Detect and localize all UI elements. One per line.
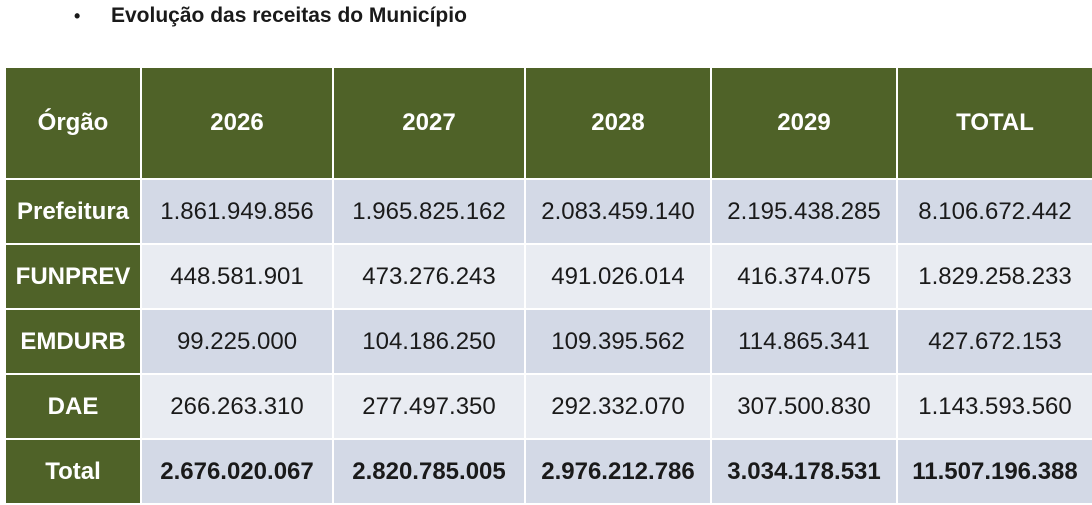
row-label: EMDURB: [4, 308, 142, 375]
row-label: FUNPREV: [4, 243, 142, 310]
table-cell-total: 2.676.020.067: [140, 438, 334, 505]
table-cell: 266.263.310: [140, 373, 334, 440]
table-cell: 1.965.825.162: [332, 178, 526, 245]
bullet-icon: •: [74, 5, 81, 26]
table-cell: 307.500.830: [710, 373, 898, 440]
column-header-2027: 2027: [332, 66, 526, 180]
table-cell: 277.497.350: [332, 373, 526, 440]
row-label: DAE: [4, 373, 142, 440]
table-row: EMDURB 99.225.000 104.186.250 109.395.56…: [4, 308, 1092, 375]
column-header-2029: 2029: [710, 66, 898, 180]
table-total-row: Total 2.676.020.067 2.820.785.005 2.976.…: [4, 438, 1092, 505]
table-cell: 2.195.438.285: [710, 178, 898, 245]
table-cell: 109.395.562: [524, 308, 712, 375]
table-cell: 2.083.459.140: [524, 178, 712, 245]
column-header-total: TOTAL: [896, 66, 1092, 180]
table-row: DAE 266.263.310 277.497.350 292.332.070 …: [4, 373, 1092, 440]
table-cell: 427.672.153: [896, 308, 1092, 375]
table-cell: 1.829.258.233: [896, 243, 1092, 310]
page-title-text: Evolução das receitas do Município: [111, 4, 467, 27]
column-header-2028: 2028: [524, 66, 712, 180]
table-cell: 8.106.672.442: [896, 178, 1092, 245]
table-cell: 416.374.075: [710, 243, 898, 310]
table-cell: 1.861.949.856: [140, 178, 334, 245]
column-header-orgao: Órgão: [4, 66, 142, 180]
revenue-table: Órgão 2026 2027 2028 2029 TOTAL Prefeitu…: [4, 66, 1092, 505]
table-cell-total: 11.507.196.388: [896, 438, 1092, 505]
table-cell-total: 3.034.178.531: [710, 438, 898, 505]
table-cell-total: 2.820.785.005: [332, 438, 526, 505]
table-cell: 448.581.901: [140, 243, 334, 310]
row-label: Prefeitura: [4, 178, 142, 245]
row-label: Total: [4, 438, 142, 505]
table-row: FUNPREV 448.581.901 473.276.243 491.026.…: [4, 243, 1092, 310]
page-title: • Evolução das receitas do Município: [74, 2, 467, 30]
table-cell: 99.225.000: [140, 308, 334, 375]
table-cell: 104.186.250: [332, 308, 526, 375]
column-header-2026: 2026: [140, 66, 334, 180]
table-cell: 292.332.070: [524, 373, 712, 440]
table-cell: 473.276.243: [332, 243, 526, 310]
table-cell: 114.865.341: [710, 308, 898, 375]
table-cell-total: 2.976.212.786: [524, 438, 712, 505]
table-row: Prefeitura 1.861.949.856 1.965.825.162 2…: [4, 178, 1092, 245]
table-cell: 491.026.014: [524, 243, 712, 310]
table-header-row: Órgão 2026 2027 2028 2029 TOTAL: [4, 66, 1092, 180]
table-cell: 1.143.593.560: [896, 373, 1092, 440]
